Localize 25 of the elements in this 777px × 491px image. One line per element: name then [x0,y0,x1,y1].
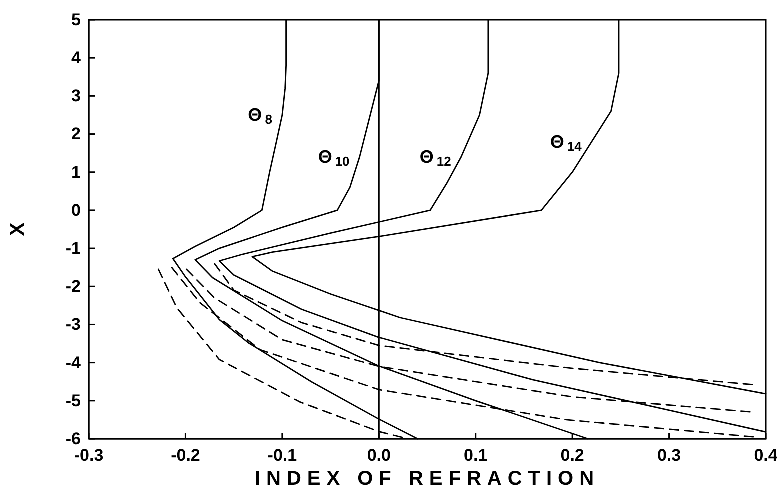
x-tick-label: -0.1 [268,446,298,466]
x-tick-label: 0.2 [560,446,584,466]
y-tick-label: 2 [72,124,81,144]
y-tick-label: 5 [72,10,81,30]
x-tick-label: -0.3 [74,446,104,466]
y-tick-label: -1 [66,238,81,258]
series-label: Θ$_{8}$ [248,105,272,128]
x-tick-label: 0.0 [367,446,391,466]
y-axis-title: X [7,222,29,236]
x-axis-title: INDEX OF REFRACTION [254,468,600,490]
y-tick-label: 1 [72,162,81,182]
y-tick-label: -5 [66,391,81,410]
y-tick-label: 0 [72,200,81,220]
x-tick-label: -0.2 [171,446,200,466]
x-tick-label: 0.1 [464,446,488,466]
series-label: Θ$_{14}$ [550,132,583,154]
y-tick-label: -4 [66,353,82,372]
y-tick-label: -6 [66,429,81,448]
y-tick-label: 4 [72,48,82,68]
y-tick-label: -3 [66,315,81,334]
y-tick-label: 3 [72,86,81,106]
series-label: Θ$_{12}$ [420,147,452,170]
series-label: Θ$_{10}$ [318,147,350,170]
y-tick-label: -2 [66,277,81,296]
x-tick-label: 0.3 [657,446,682,466]
